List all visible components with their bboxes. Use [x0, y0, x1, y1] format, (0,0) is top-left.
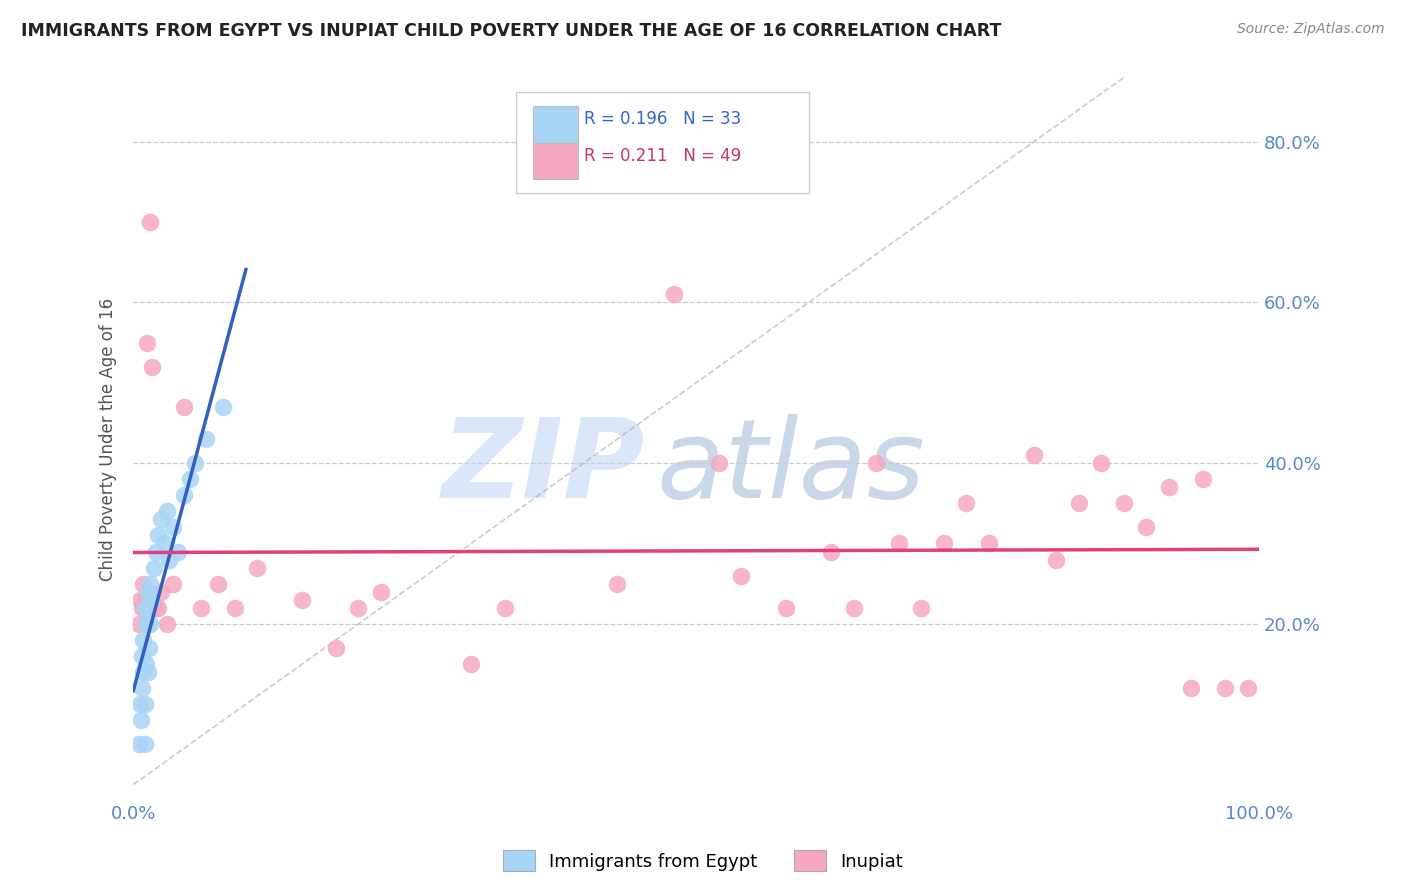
Legend: Immigrants from Egypt, Inupiat: Immigrants from Egypt, Inupiat: [495, 843, 911, 879]
Point: [142, 560, 165, 574]
Point: [162, 520, 184, 534]
Point: [1022, 448, 1045, 462]
Point: [1090, 456, 1112, 470]
Point: [145, 600, 167, 615]
Point: [460, 657, 482, 671]
Text: IMMIGRANTS FROM EGYPT VS INUPIAT CHILD POVERTY UNDER THE AGE OF 16 CORRELATION C: IMMIGRANTS FROM EGYPT VS INUPIAT CHILD P…: [21, 22, 1001, 40]
Point: [129, 697, 152, 711]
Point: [190, 600, 212, 615]
Point: [129, 713, 152, 727]
Point: [1135, 520, 1157, 534]
Point: [135, 335, 157, 350]
Point: [139, 215, 162, 229]
Point: [128, 737, 150, 751]
Point: [132, 576, 155, 591]
Text: Source: ZipAtlas.com: Source: ZipAtlas.com: [1237, 22, 1385, 37]
Point: [162, 576, 184, 591]
Point: [141, 592, 163, 607]
Point: [1067, 496, 1090, 510]
Point: [347, 600, 370, 615]
FancyBboxPatch shape: [516, 92, 808, 194]
Point: [955, 496, 977, 510]
Point: [977, 536, 1000, 550]
Point: [195, 432, 218, 446]
Point: [145, 544, 167, 558]
Point: [775, 600, 797, 615]
Point: [150, 512, 173, 526]
Point: [132, 665, 155, 679]
Point: [146, 528, 169, 542]
Point: [134, 600, 156, 615]
Text: R = 0.211   N = 49: R = 0.211 N = 49: [583, 146, 741, 164]
Point: [135, 657, 157, 671]
Point: [932, 536, 955, 550]
Point: [156, 504, 179, 518]
Text: ZIP: ZIP: [441, 415, 645, 522]
Point: [865, 456, 887, 470]
Y-axis label: Child Poverty Under the Age of 16: Child Poverty Under the Age of 16: [100, 297, 117, 581]
FancyBboxPatch shape: [533, 106, 578, 143]
Point: [132, 632, 155, 647]
Point: [207, 576, 229, 591]
Point: [1191, 472, 1213, 486]
Point: [246, 560, 269, 574]
Point: [135, 616, 157, 631]
Point: [131, 600, 153, 615]
Point: [131, 681, 153, 695]
Point: [1157, 480, 1180, 494]
Point: [1045, 552, 1067, 566]
Point: [370, 584, 392, 599]
Point: [157, 552, 180, 566]
Point: [146, 600, 169, 615]
Point: [139, 616, 162, 631]
Point: [910, 600, 932, 615]
Point: [820, 544, 842, 558]
Point: [134, 592, 156, 607]
Point: [1180, 681, 1202, 695]
Point: [131, 648, 153, 663]
Point: [150, 584, 173, 599]
Point: [129, 592, 152, 607]
Point: [138, 640, 160, 655]
Point: [662, 287, 685, 301]
Point: [167, 544, 190, 558]
Point: [291, 592, 314, 607]
Point: [325, 640, 347, 655]
Point: [212, 400, 235, 414]
Point: [156, 616, 179, 631]
FancyBboxPatch shape: [533, 143, 578, 178]
Point: [173, 488, 195, 502]
Point: [224, 600, 246, 615]
Point: [134, 697, 156, 711]
Point: [887, 536, 910, 550]
Point: [139, 576, 162, 591]
Point: [141, 359, 163, 374]
Point: [153, 536, 176, 550]
Text: R = 0.196   N = 33: R = 0.196 N = 33: [583, 111, 741, 128]
Point: [1236, 681, 1258, 695]
Point: [707, 456, 730, 470]
Point: [173, 400, 195, 414]
Point: [1213, 681, 1236, 695]
Text: atlas: atlas: [657, 415, 925, 522]
Point: [606, 576, 628, 591]
Point: [494, 600, 516, 615]
Point: [128, 616, 150, 631]
Point: [1112, 496, 1135, 510]
Point: [179, 472, 201, 486]
Point: [136, 584, 159, 599]
Point: [136, 665, 159, 679]
Point: [184, 456, 207, 470]
Point: [134, 737, 156, 751]
Point: [135, 600, 157, 615]
Point: [730, 568, 752, 582]
Point: [842, 600, 865, 615]
Point: [135, 616, 157, 631]
